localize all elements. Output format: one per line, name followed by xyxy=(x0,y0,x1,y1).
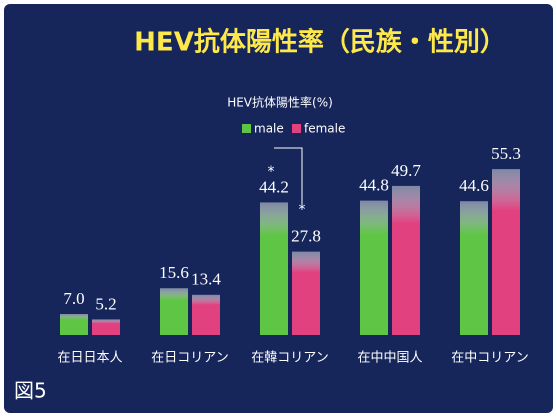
bar xyxy=(292,251,320,335)
x-tick-label: 在韓コリアン xyxy=(251,351,328,366)
bar xyxy=(460,201,488,335)
data-label: 5.2 xyxy=(95,294,116,313)
chart-title: HEV抗体陽性率（民族・性別） xyxy=(134,27,506,58)
annotation: * xyxy=(268,164,275,180)
legend-label: male xyxy=(254,122,284,136)
data-label: 7.0 xyxy=(63,289,84,308)
x-tick-label: 在中コリアン xyxy=(451,351,528,366)
bar xyxy=(60,314,88,335)
figure-label: 図5 xyxy=(14,379,47,403)
axis-title: HEV抗体陽性率(%) xyxy=(227,95,333,110)
data-label: 44.2 xyxy=(259,177,289,196)
data-label: 49.7 xyxy=(391,161,421,180)
bar xyxy=(92,319,120,335)
data-label: 27.8 xyxy=(291,227,321,246)
x-tick-label: 在日日本人 xyxy=(57,351,122,366)
data-label: 55.3 xyxy=(491,144,521,163)
bar xyxy=(160,288,188,335)
bar xyxy=(360,200,388,335)
data-label: 44.6 xyxy=(459,176,489,195)
data-label: 13.4 xyxy=(191,270,221,289)
bar xyxy=(192,294,220,335)
bar xyxy=(392,185,420,335)
legend-swatch xyxy=(242,124,251,133)
annotation: * xyxy=(299,202,306,218)
data-label: 44.8 xyxy=(359,176,389,195)
data-label: 15.6 xyxy=(159,263,189,282)
x-tick-label: 在中中国人 xyxy=(357,351,422,366)
bar xyxy=(492,169,520,335)
bar xyxy=(260,202,288,335)
significance-bracket xyxy=(274,147,303,205)
legend-swatch xyxy=(292,124,301,133)
x-tick-label: 在日コリアン xyxy=(151,351,228,366)
legend-label: female xyxy=(304,122,345,136)
